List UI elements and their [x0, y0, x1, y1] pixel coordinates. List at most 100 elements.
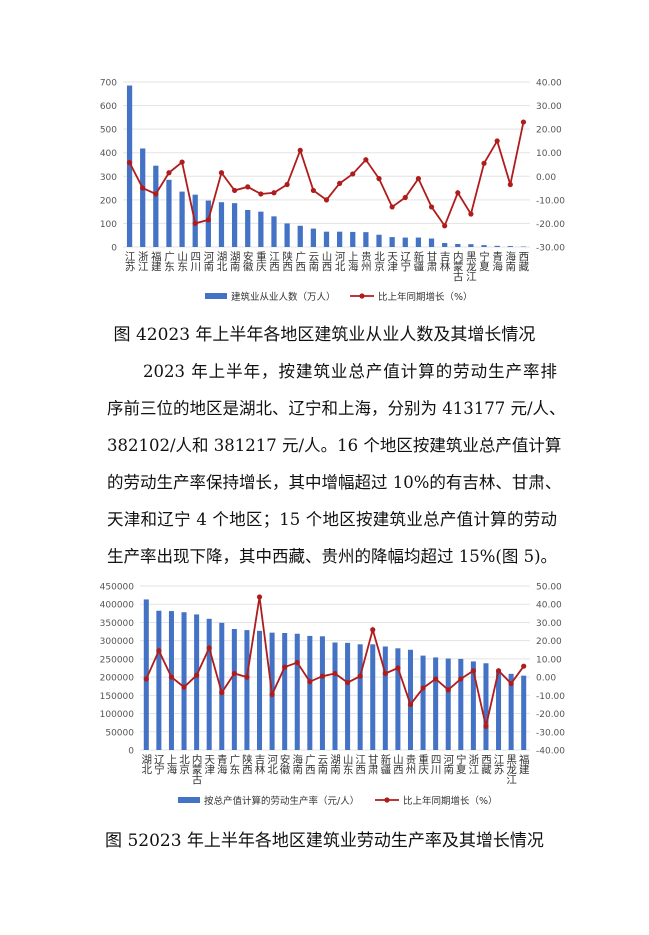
- category-label: 重庆: [417, 754, 430, 774]
- growth-point: [357, 673, 363, 679]
- category-label: 重庆: [254, 251, 267, 271]
- left-axis-tick: 200000: [100, 674, 135, 684]
- bar: [257, 630, 263, 750]
- category-label: 贵州: [404, 754, 417, 774]
- growth-line: [128, 121, 525, 228]
- bar: [420, 655, 426, 750]
- category-label: 河北: [266, 754, 279, 774]
- figure-4-caption: 图 42023 年上半年各地区建筑业从业人数及其增长情况: [113, 325, 536, 345]
- bar: [468, 244, 474, 247]
- category-label: 安徽: [278, 754, 291, 774]
- bar: [206, 618, 212, 750]
- right-axis-tick: -20.00: [536, 220, 565, 230]
- paragraph-line: 382102/人和 381217 元/人。16 个地区按建筑业总产值计算: [107, 436, 562, 455]
- growth-point: [319, 673, 326, 679]
- category-label: 山东: [176, 251, 189, 271]
- left-axis-tick: 400000: [100, 601, 135, 611]
- bar: [370, 644, 376, 750]
- bar: [494, 245, 500, 247]
- bar: [363, 232, 369, 247]
- growth-point: [294, 659, 300, 666]
- growth-point: [166, 170, 172, 176]
- bar: [402, 237, 408, 247]
- category-label: 新疆: [412, 251, 425, 271]
- category-label: 湖南: [228, 251, 241, 271]
- growth-point: [219, 690, 225, 696]
- category-label: 吉林: [438, 251, 451, 271]
- right-axis-tick: 0.00: [536, 674, 556, 684]
- legend-line-label: 比上年同期增长（%）: [378, 291, 473, 303]
- legend-bar-swatch: [178, 797, 200, 803]
- growth-point: [284, 181, 290, 188]
- left-axis-tick: 450000: [100, 583, 135, 593]
- category-label: 辽宁: [399, 251, 412, 271]
- growth-point: [156, 648, 162, 654]
- left-axis-tick: 0: [128, 747, 134, 757]
- growth-point: [244, 674, 250, 680]
- paragraph-line: 2023 年上半年，按建筑业总产值计算的劳动生产率排: [143, 362, 557, 381]
- category-label: 广西: [303, 754, 316, 774]
- bar: [168, 611, 174, 750]
- category-label: 北京: [178, 754, 191, 774]
- left-axis-tick: 350000: [100, 619, 135, 629]
- growth-point: [206, 645, 212, 651]
- growth-point: [143, 676, 149, 682]
- bar: [143, 599, 149, 750]
- right-axis-tick: -10.00: [536, 196, 565, 206]
- category-label: 海南: [291, 754, 304, 774]
- bar: [376, 234, 382, 247]
- growth-point: [395, 665, 401, 671]
- left-axis-tick: 150000: [100, 692, 135, 702]
- bar: [194, 614, 200, 750]
- category-label: 上海: [346, 251, 359, 271]
- bar: [153, 165, 159, 247]
- category-label: 新疆: [379, 754, 392, 774]
- left-axis-tick: 50000: [105, 728, 134, 738]
- category-label: 黑龙江: [464, 251, 477, 281]
- category-label: 黑龙江: [505, 754, 518, 784]
- growth-point: [168, 674, 175, 680]
- growth-point: [382, 670, 388, 677]
- bar: [179, 191, 185, 247]
- bar: [433, 657, 439, 750]
- category-label: 四川: [189, 251, 202, 271]
- growth-point: [140, 185, 146, 191]
- left-axis-tick: 200: [100, 196, 117, 206]
- growth-point: [458, 676, 464, 682]
- category-label: 河北: [333, 251, 346, 271]
- left-axis-tick: 400: [100, 149, 117, 159]
- category-label: 北京: [373, 251, 386, 271]
- bar: [357, 644, 363, 750]
- growth-point: [481, 160, 487, 166]
- growth-point: [470, 668, 476, 674]
- bar: [428, 238, 435, 247]
- growth-point: [428, 204, 435, 210]
- bar: [156, 610, 162, 750]
- growth-point: [218, 170, 225, 176]
- category-label: 四川: [429, 754, 442, 774]
- left-axis-tick: 300: [100, 173, 117, 183]
- bar: [140, 148, 146, 247]
- growth-point: [269, 691, 275, 698]
- legend-line-marker: [384, 797, 390, 803]
- bar: [218, 202, 225, 247]
- bar: [407, 649, 413, 750]
- growth-point: [521, 663, 527, 669]
- bar: [244, 630, 250, 750]
- category-label: 吉林: [253, 754, 266, 774]
- growth-point: [194, 672, 200, 678]
- legend-bar-label: 建筑业从业人数（万人）: [231, 291, 336, 303]
- growth-point: [483, 723, 489, 729]
- growth-point: [468, 211, 474, 217]
- category-label: 湖南: [329, 754, 341, 774]
- category-label: 云南: [307, 251, 320, 271]
- chart-employment-container: 0 100 200 300 400 500 600 700 -30.00 -20.00 -10.00…: [0, 70, 649, 315]
- growth-point: [376, 176, 382, 182]
- paragraph-line: 生产率出现下降，其中西藏、贵州的降幅均超过 15%(图 5)。: [107, 547, 558, 566]
- right-axis-tick: 50.00: [536, 583, 562, 593]
- category-label: 山西: [391, 754, 404, 774]
- category-label: 甘肃: [425, 251, 438, 271]
- bar: [395, 648, 401, 750]
- growth-point: [495, 668, 502, 674]
- growth-point: [192, 220, 198, 227]
